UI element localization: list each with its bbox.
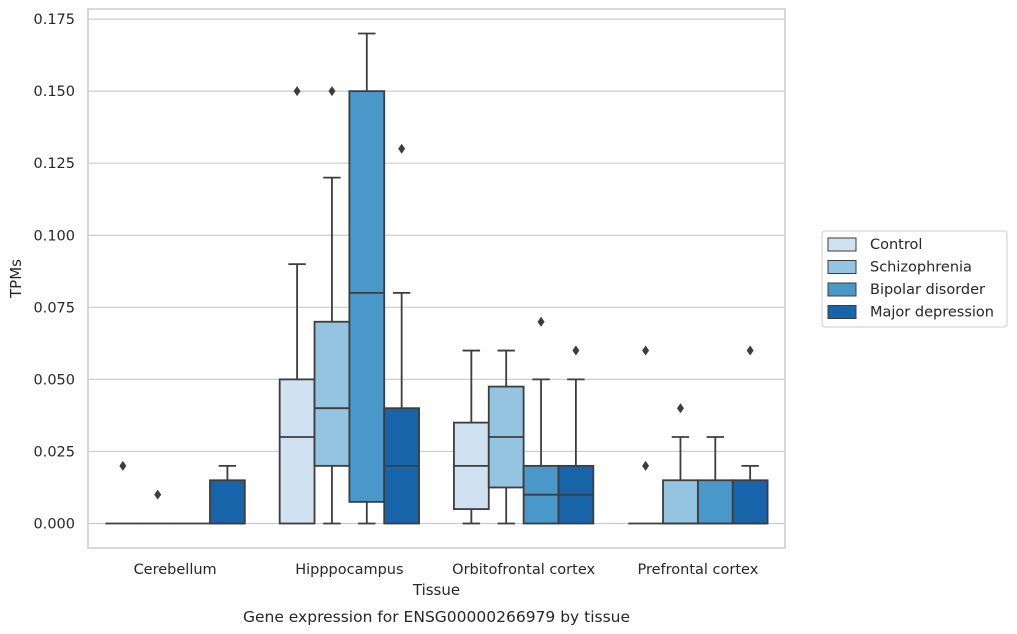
outlier-point: [676, 403, 684, 414]
box-3-2: [696, 436, 734, 525]
outlier-point: [328, 86, 336, 97]
y-tick-label: 0.125: [33, 156, 75, 172]
legend-label: Schizophrenia: [870, 260, 972, 276]
box-iqr: [278, 378, 316, 525]
y-tick-label: 0.050: [33, 372, 75, 388]
y-tick-label: 0.075: [33, 300, 75, 316]
box-0-3: [209, 464, 246, 525]
boxes: [105, 32, 769, 525]
legend-label: Major depression: [870, 305, 994, 321]
x-tick-labels: Cerebellum Hipppocampus Orbitofrontal cort…: [134, 562, 759, 578]
legend-label: Bipolar disorder: [870, 282, 985, 298]
outlier-point: [537, 316, 545, 327]
box-2-3: [557, 345, 595, 525]
box-1-2: [348, 32, 386, 525]
box-1-3: [383, 143, 420, 525]
box-2-2: [522, 316, 560, 525]
box-iqr: [209, 479, 246, 525]
box-iqr: [731, 479, 769, 525]
chart-caption: Gene expression for ENSG00000266979 by t…: [243, 608, 630, 626]
box-3-0: [628, 345, 664, 525]
grid-lines: [88, 18, 785, 525]
outlier-point: [154, 489, 162, 500]
box-1-1: [313, 86, 351, 525]
box-iqr: [313, 320, 351, 467]
y-tick-label: 0.000: [33, 517, 75, 533]
box-2-1: [487, 349, 525, 525]
x-axis-label: Tissue: [412, 581, 460, 599]
box-iqr: [696, 479, 734, 525]
y-tick-label: 0.175: [33, 12, 75, 28]
outlier-point: [642, 460, 650, 471]
legend-swatch: [827, 260, 857, 274]
box-2-0: [453, 349, 490, 525]
x-tick-label: Prefrontal cortex: [637, 562, 758, 578]
legend-label: Control: [870, 237, 922, 253]
plot-frame: [87, 8, 786, 549]
box-iqr: [348, 90, 386, 503]
legend-swatch: [827, 305, 857, 319]
legend: Control Schizophrenia Bipolar disorder Majo…: [821, 230, 1008, 328]
outlier-point: [293, 86, 301, 97]
outlier-point: [642, 345, 650, 356]
outlier-point: [119, 460, 127, 471]
legend-frame: [821, 230, 1008, 328]
y-axis-label: TPMs: [7, 259, 25, 299]
y-tick-label: 0.150: [33, 84, 75, 100]
box-0-0: [105, 460, 141, 525]
box-1-0: [278, 86, 316, 525]
box-0-1: [140, 489, 176, 525]
y-tick-label: 0.100: [33, 228, 75, 244]
y-tick-labels: 0.000 0.025 0.050 0.075 0.100 0.125 0.150 0.175: [33, 12, 75, 532]
x-tick-label: Hipppocampus: [295, 562, 403, 578]
y-tick-label: 0.025: [33, 444, 75, 460]
box-3-1: [662, 403, 699, 525]
x-tick-label: Orbitofrontal cortex: [452, 562, 595, 578]
legend-swatch: [827, 282, 857, 297]
outlier-point: [572, 345, 580, 356]
box-iqr: [662, 479, 699, 525]
legend-swatch: [827, 237, 857, 252]
outlier-point: [746, 345, 754, 356]
outlier-point: [398, 143, 406, 154]
box-3-3: [731, 345, 769, 525]
x-tick-label: Cerebellum: [134, 562, 217, 578]
